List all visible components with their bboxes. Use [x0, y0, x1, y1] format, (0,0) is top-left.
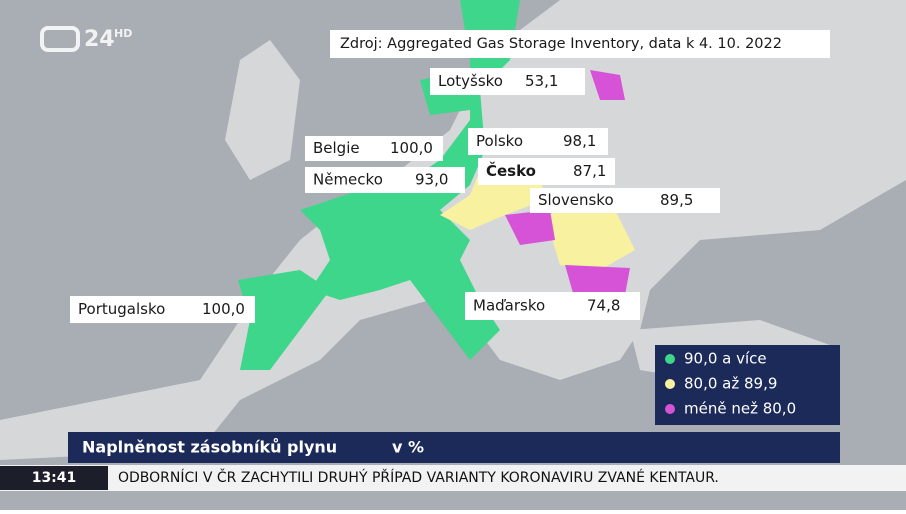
label-box [70, 296, 255, 323]
country-name: Belgie [313, 139, 360, 157]
time-box [0, 466, 108, 490]
logo: 24 HD [40, 26, 132, 52]
title-bar [68, 432, 840, 463]
label-box [530, 188, 720, 213]
legend-box [655, 345, 840, 425]
label-box [305, 167, 465, 193]
labels: Lotyšsko 53,1 Belgie 100,0 Polsko 98,1 Německo… [70, 68, 720, 323]
time: 13:41 [32, 470, 77, 486]
source: Zdroj: Aggregated Gas Storage Inventory,… [340, 36, 782, 52]
legend-label: 90,0 a více [684, 350, 767, 368]
country-value: 98,1 [563, 132, 596, 150]
latvia [590, 70, 625, 100]
iberia [238, 270, 330, 370]
legend-swatch [665, 354, 675, 364]
britain [225, 40, 300, 180]
country-name: Polsko [476, 132, 523, 150]
ticker-text: ODBORNÍCI V ČR ZACHYTILI DRUHÝ PŘÍPAD VA… [118, 468, 719, 486]
country-value: 93,0 [415, 171, 448, 189]
legend: 90,0 a více 80,0 až 89,9 méně než 80,0 [665, 350, 796, 418]
hungary [505, 210, 555, 245]
country-value: 89,5 [660, 191, 693, 209]
country-name: Lotyšsko [438, 72, 503, 90]
legend-swatch [665, 404, 675, 414]
unit: v % [392, 438, 424, 457]
source-box [330, 30, 830, 58]
country-value: 100,0 [202, 300, 245, 318]
country-value: 100,0 [390, 139, 433, 157]
romania [545, 200, 635, 270]
ticker-bar [0, 465, 906, 491]
bulgaria [565, 265, 630, 300]
country-value: 87,1 [573, 162, 606, 180]
label-box [305, 136, 443, 161]
label-box [468, 128, 608, 155]
legend-swatch [665, 379, 675, 389]
country-name: Portugalsko [78, 300, 165, 318]
logo-hd: HD [114, 27, 132, 40]
label-box [478, 158, 615, 185]
logo-channel: 24 [84, 27, 115, 52]
country-name: Maďarsko [473, 297, 545, 315]
country-value: 53,1 [525, 72, 558, 90]
country-name: Česko [486, 161, 536, 180]
title: Naplněnost zásobníků plynu [82, 438, 337, 457]
country-name: Německo [313, 171, 383, 189]
label-box [465, 292, 640, 320]
legend-label: méně než 80,0 [684, 400, 796, 418]
country-name: Slovensko [538, 191, 614, 209]
legend-label: 80,0 až 89,9 [684, 375, 777, 393]
country-value: 74,8 [587, 297, 620, 315]
logo-symbol [40, 26, 80, 52]
label-box [430, 68, 585, 95]
